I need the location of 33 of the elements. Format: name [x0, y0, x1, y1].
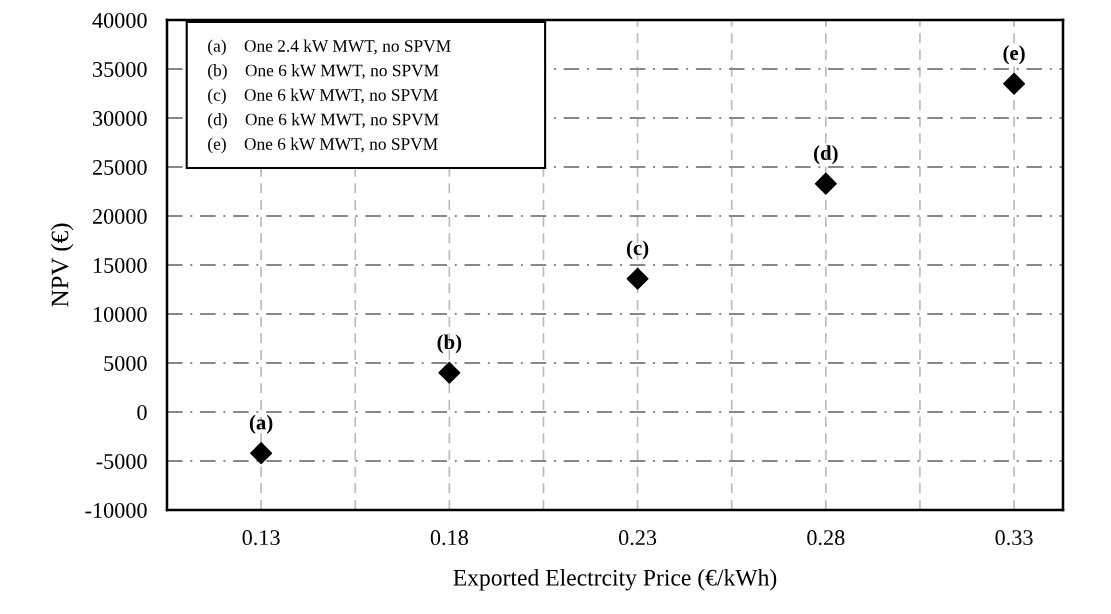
- annotation: (d) One 6 kW MWT, no SPVM: [208, 113, 439, 129]
- x-tick-label: 0.18: [430, 530, 468, 546]
- annotation: (b): [437, 334, 462, 354]
- y-tick-label: 20000: [92, 208, 147, 224]
- annotation: (b) One 6 kW MWT, no SPVM: [208, 64, 439, 80]
- point: [1003, 72, 1026, 95]
- x-tick-label: 0.28: [807, 530, 845, 546]
- annotation: (a): [249, 414, 273, 434]
- y-tick-label: 25000: [92, 159, 147, 175]
- y-tick-label: -10000: [85, 502, 147, 518]
- y-axis-title: NPV (€): [50, 223, 74, 307]
- annotation: (c): [626, 240, 649, 260]
- x-tick-label: 0.23: [618, 530, 657, 546]
- y-tick-label: 40000: [92, 12, 147, 28]
- point: [438, 361, 461, 384]
- y-tick-label: -5000: [96, 453, 147, 469]
- annotation: (e) One 6 kW MWT, no SPVM: [208, 137, 438, 154]
- x-tick-label: 0.33: [995, 530, 1033, 546]
- point: [626, 267, 649, 290]
- annotation: (c) One 6 kW MWT, no SPVM: [208, 88, 438, 105]
- y-tick-label: 35000: [93, 61, 147, 77]
- x-axis-title: Exported Electrcity Price (€/kWh): [453, 569, 777, 591]
- y-tick-label: 0: [137, 404, 147, 420]
- y-tick-label: 5000: [104, 355, 147, 371]
- point: [250, 442, 273, 465]
- annotation: (e): [1003, 45, 1025, 65]
- y-tick-label: 15000: [93, 257, 147, 273]
- x-tick-label: 0.13: [242, 530, 280, 546]
- annotation: (d): [814, 145, 838, 165]
- y-tick-label: 10000: [93, 306, 147, 322]
- point: [814, 172, 837, 195]
- y-tick-label: 30000: [93, 110, 147, 126]
- annotation: (a) One 2.4 kW MWT, no SPVM: [208, 39, 451, 56]
